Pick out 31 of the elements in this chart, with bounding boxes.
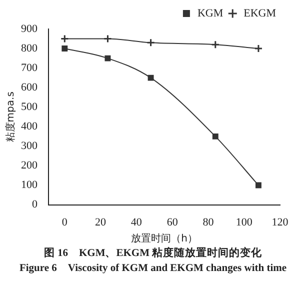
y-tick-label: 300	[21, 140, 38, 152]
x-tick-label: 60	[166, 216, 178, 228]
point	[62, 46, 68, 52]
point	[146, 38, 156, 47]
y-tick-label: 600	[21, 81, 38, 94]
point	[103, 34, 112, 44]
y-tick-label: 800	[21, 42, 38, 54]
y-tick-label: 200	[21, 160, 38, 172]
y-tick-label: 900	[21, 22, 38, 35]
y-tick-label: 700	[21, 62, 38, 74]
x-tick-label: 20	[95, 216, 107, 228]
x-tick-label: 40	[130, 216, 142, 228]
y-tick-label: 0	[32, 198, 38, 211]
caption: Figure 6 Viscosity of KGM and EKGM changes with time	[18, 262, 288, 276]
y-tick-label: 500	[21, 101, 38, 114]
legend-label: KGM	[197, 7, 224, 20]
x-tick-label: 0	[62, 216, 68, 228]
x-tick-label: 100	[236, 216, 253, 228]
point	[212, 133, 218, 140]
legend-label: EKGM	[244, 7, 276, 20]
x-axis-title: 放置时间（h）	[131, 232, 198, 245]
point	[211, 40, 220, 49]
y-tick-label: 400	[21, 120, 38, 133]
x-tick-label: 120	[272, 216, 289, 228]
point	[255, 182, 262, 188]
y-axis-title: 粘度mpa.s	[4, 92, 17, 142]
y-tick-label: 100	[21, 179, 38, 192]
point	[104, 55, 111, 62]
point	[148, 74, 154, 81]
x-tick-label: 80	[202, 216, 214, 228]
caption: 图 16 KGM、EKGM 粘度随放置时间的变化	[42, 246, 264, 261]
